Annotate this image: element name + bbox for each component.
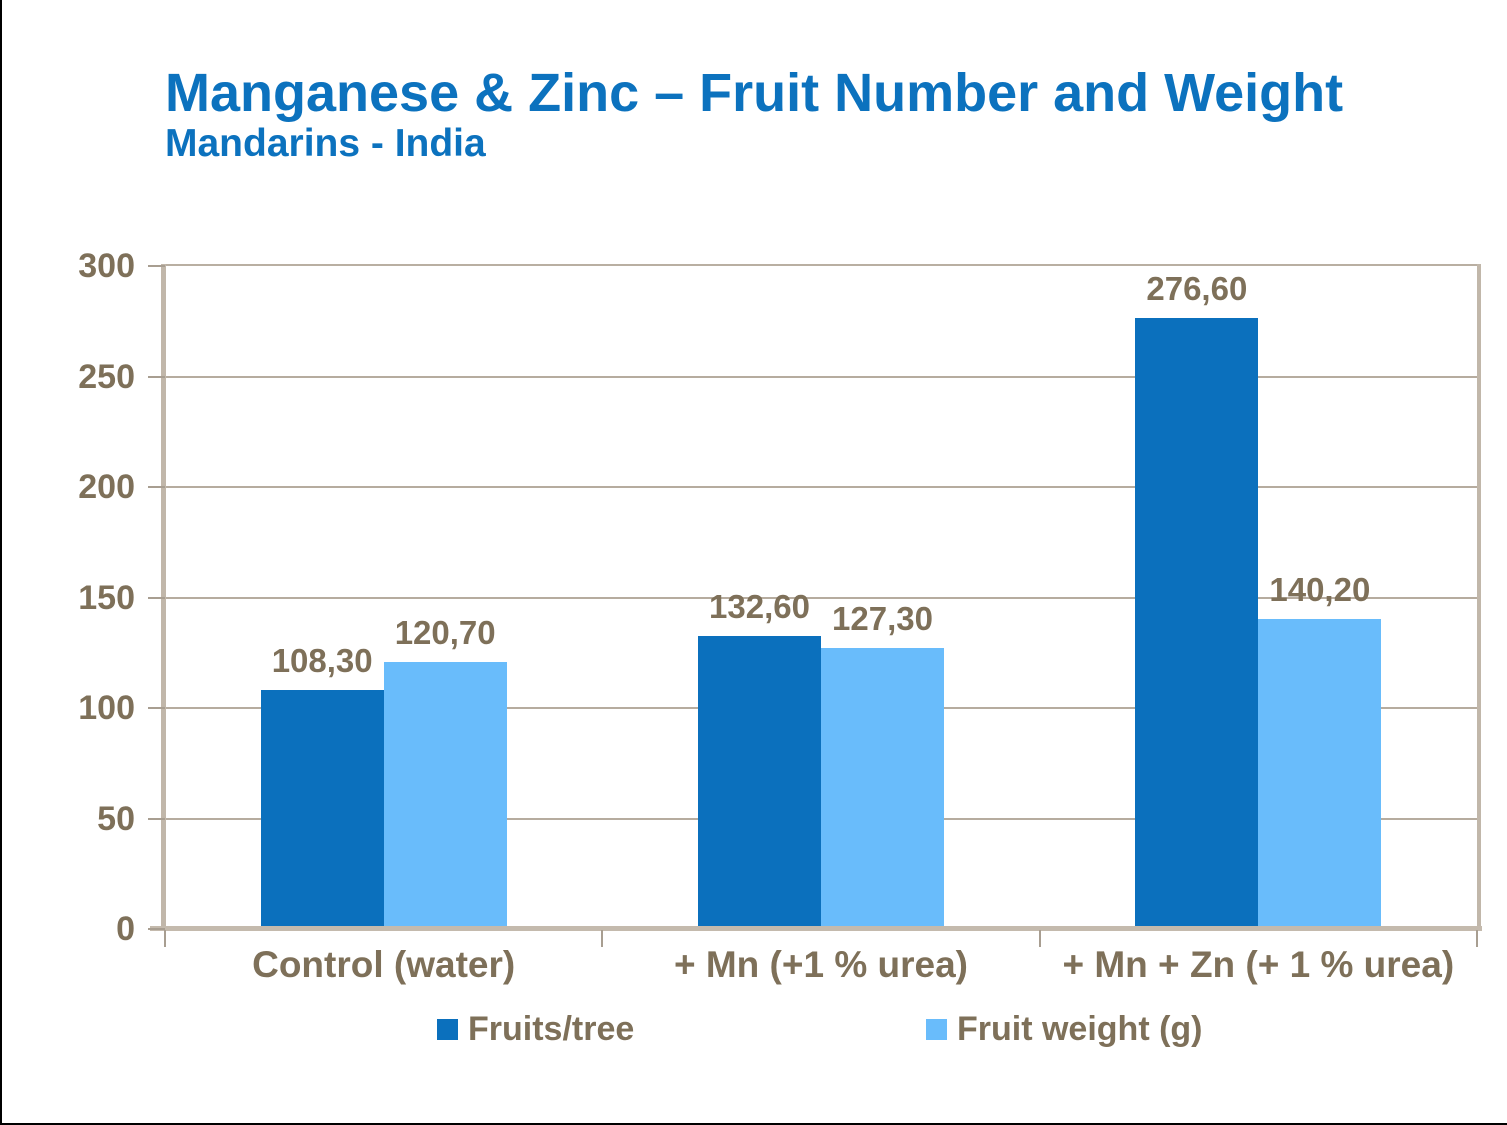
slide-title: Manganese & Zinc – Fruit Number and Weig… xyxy=(165,63,1344,123)
bar-fruit-weight xyxy=(821,647,944,929)
category-tick xyxy=(1038,930,1041,947)
y-axis-label: 300 xyxy=(78,247,135,285)
legend-item-fruits-per-tree: Fruits/tree xyxy=(437,1011,634,1048)
bar-fruits-per-tree xyxy=(260,689,384,929)
bar-fruit-weight xyxy=(1258,619,1382,929)
category-tick xyxy=(164,930,166,947)
y-axis-tick xyxy=(148,486,165,488)
y-axis-label: 100 xyxy=(78,689,135,727)
y-axis-tick xyxy=(148,375,165,378)
y-axis-label: 0 xyxy=(116,910,135,948)
y-axis-tick xyxy=(148,928,165,930)
bottom-edge-line xyxy=(0,1123,1507,1125)
value-label: 276,60 xyxy=(1146,269,1248,307)
value-label: 132,60 xyxy=(709,587,810,625)
gridline-200 xyxy=(165,486,1477,488)
legend-item-fruit-weight: Fruit weight (g) xyxy=(926,1011,1203,1048)
y-axis-label: 50 xyxy=(97,799,135,838)
category-label: + Mn (+1 % urea) xyxy=(673,944,968,985)
y-axis-tick xyxy=(148,265,165,267)
value-label: 140,20 xyxy=(1269,571,1371,609)
legend-swatch-dark-blue xyxy=(437,1019,458,1040)
plot-area: 108,30 120,70 132,60 127,30 276,60 140,20 xyxy=(165,266,1477,929)
slide-subtitle: Mandarins - India xyxy=(165,122,486,165)
y-axis-label: 250 xyxy=(78,357,135,396)
value-label: 120,70 xyxy=(394,614,496,652)
y-axis-tick xyxy=(148,596,165,599)
y-axis-label: 150 xyxy=(78,578,135,617)
gridline-250 xyxy=(165,375,1477,378)
gridline-150 xyxy=(165,596,1477,599)
category-label: + Mn + Zn (+ 1 % urea) xyxy=(1062,944,1455,985)
category-tick xyxy=(601,930,604,947)
y-axis-label: 200 xyxy=(78,468,135,506)
legend-label: Fruit weight (g) xyxy=(957,1010,1203,1048)
plot-frame-right xyxy=(1477,264,1481,931)
bar-fruits-per-tree xyxy=(1135,317,1259,929)
legend-swatch-light-blue xyxy=(926,1019,947,1040)
y-axis-tick xyxy=(148,817,165,820)
plot-frame-top xyxy=(161,264,1481,266)
legend-label: Fruits/tree xyxy=(468,1010,635,1048)
bar-fruits-per-tree xyxy=(698,635,821,929)
value-label: 127,30 xyxy=(832,599,933,637)
left-edge-line xyxy=(0,0,2,1125)
category-tick xyxy=(1476,930,1478,947)
value-label: 108,30 xyxy=(271,641,373,679)
category-label: Control (water) xyxy=(252,944,516,985)
y-axis-tick xyxy=(148,707,165,709)
x-axis-line xyxy=(150,926,1482,931)
bar-fruit-weight xyxy=(383,662,507,929)
